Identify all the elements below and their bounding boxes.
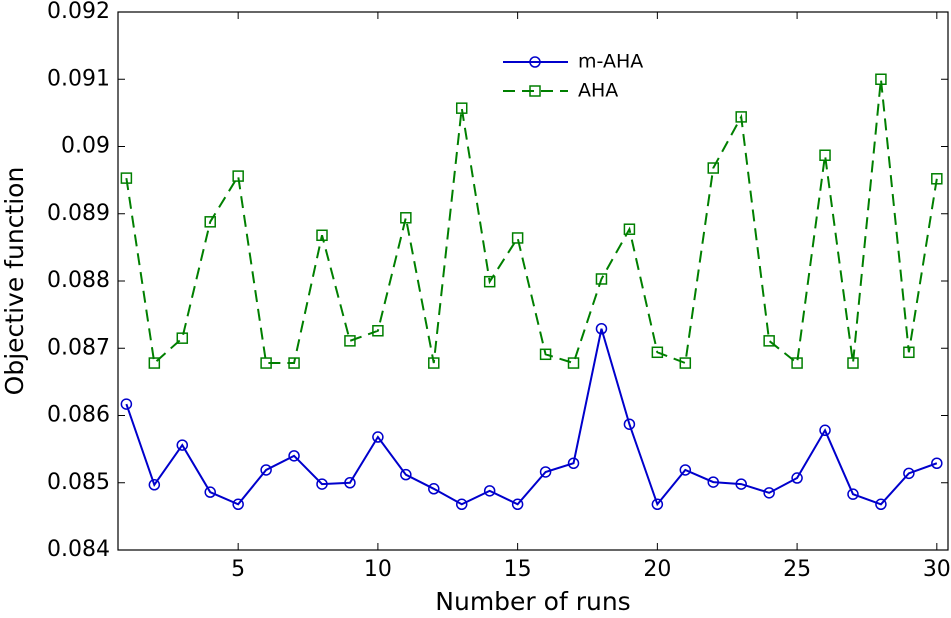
- legend-label: m-AHA: [578, 51, 643, 73]
- data-point: [455, 102, 468, 114]
- data-point: [176, 439, 189, 451]
- data-point: [260, 464, 272, 476]
- data-point: [847, 357, 859, 369]
- data-point: [511, 498, 524, 511]
- data-point: [483, 485, 496, 497]
- legend-marker: [529, 85, 541, 97]
- data-point: [735, 111, 747, 123]
- data-point: [148, 357, 161, 369]
- data-point: [316, 478, 328, 490]
- data-point: [707, 476, 720, 488]
- y-tick-label: 0.092: [47, 0, 110, 24]
- data-point: [232, 498, 244, 511]
- data-point: [679, 464, 692, 476]
- x-axis-label: Number of runs: [435, 587, 630, 616]
- x-tick-label: 10: [364, 557, 392, 582]
- data-point: [288, 357, 300, 369]
- data-point: [707, 162, 720, 174]
- data-point: [120, 398, 133, 410]
- data-point: [511, 232, 524, 244]
- series-line: [125, 79, 938, 366]
- data-point: [567, 357, 580, 369]
- data-point: [539, 466, 552, 478]
- data-point: [148, 479, 161, 491]
- x-tick-label: 5: [231, 557, 245, 582]
- data-point: [372, 325, 384, 337]
- data-point: [400, 468, 412, 481]
- data-point: [260, 357, 272, 369]
- data-point: [931, 173, 943, 185]
- x-tick-label: 20: [643, 557, 671, 582]
- data-point: [875, 73, 887, 85]
- data-point: [204, 486, 216, 498]
- y-tick-label: 0.091: [47, 66, 110, 91]
- data-point: [679, 357, 692, 369]
- y-axis-label: Objective function: [0, 167, 29, 396]
- data-point: [428, 483, 440, 495]
- data-point: [847, 488, 859, 500]
- data-point: [931, 457, 943, 469]
- data-point: [819, 424, 831, 437]
- x-tick-label: 15: [504, 557, 532, 582]
- data-point: [483, 275, 496, 288]
- data-point: [344, 477, 356, 489]
- data-point: [232, 170, 244, 182]
- data-point: [623, 418, 636, 430]
- data-point: [316, 229, 328, 242]
- data-point: [595, 273, 608, 285]
- data-point: [651, 498, 664, 511]
- y-tick-label: 0.086: [47, 403, 110, 428]
- data-point: [595, 322, 608, 335]
- y-tick-label: 0.084: [47, 537, 110, 562]
- data-point: [903, 346, 915, 359]
- y-tick-label: 0.087: [47, 335, 110, 360]
- data-point: [623, 223, 636, 235]
- data-point: [791, 357, 803, 369]
- data-point: [875, 498, 887, 511]
- data-point: [567, 457, 580, 469]
- plot-frame: [117, 11, 949, 551]
- x-tick-label: 30: [923, 557, 951, 582]
- data-point: [539, 348, 552, 361]
- data-point: [651, 346, 664, 359]
- data-point: [288, 450, 300, 462]
- series-line: [125, 328, 938, 507]
- data-point: [372, 431, 384, 443]
- data-point: [344, 335, 356, 347]
- data-point: [763, 335, 775, 347]
- data-point: [791, 472, 803, 484]
- data-point: [819, 149, 831, 161]
- legend-marker: [529, 56, 541, 68]
- data-point: [903, 467, 915, 480]
- data-point: [120, 172, 133, 184]
- data-point: [455, 498, 468, 511]
- data-point: [735, 478, 747, 490]
- data-point: [176, 332, 189, 344]
- y-tick-label: 0.088: [47, 268, 110, 293]
- data-point: [400, 212, 412, 224]
- data-point: [204, 216, 216, 228]
- y-tick-label: 0.089: [47, 201, 110, 226]
- data-point: [763, 487, 775, 499]
- legend-label: AHA: [578, 80, 618, 102]
- x-tick-label: 25: [783, 557, 811, 582]
- y-tick-label: 0.09: [61, 134, 110, 159]
- data-point: [428, 357, 440, 369]
- y-tick-label: 0.085: [47, 470, 110, 495]
